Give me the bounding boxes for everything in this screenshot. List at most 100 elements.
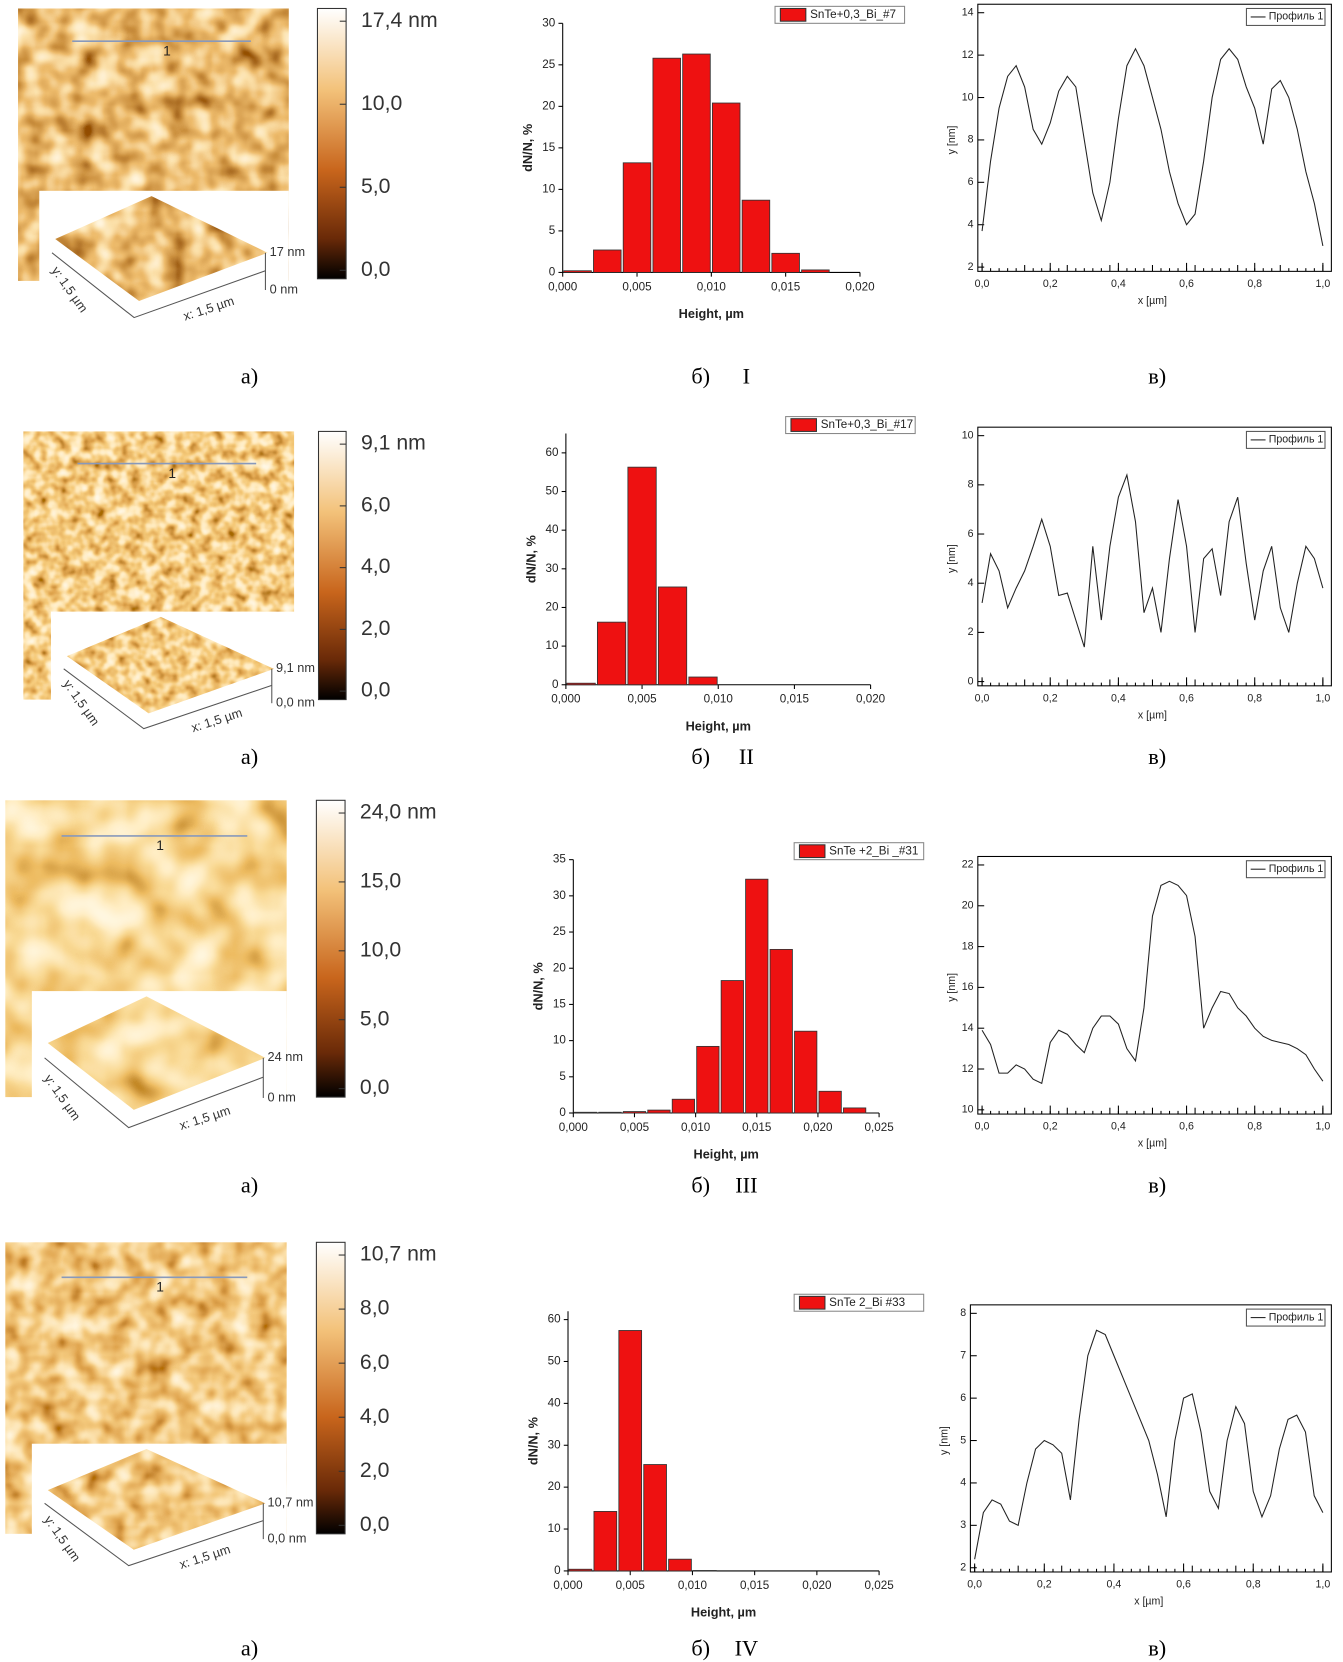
y-axis-label: dN/N, % [520,124,535,172]
height-min: 0,0 nm [268,1530,307,1545]
x-axis-label: Height, µm [694,1147,759,1162]
y-tick-label: 8 [960,1307,966,1319]
y-tick-label: 4 [968,577,974,589]
y-tick-label: 20 [548,1480,561,1493]
y-axis-label: y [nm] [946,125,958,154]
plot-frame [978,856,1332,1114]
y-tick-label: 6 [968,528,974,540]
x-tick-label: 0,2 [1043,278,1058,290]
y-tick-label: 50 [545,485,558,498]
bar [746,879,768,1113]
x-tick-label: 0,005 [622,280,651,293]
profile-curve [982,881,1323,1083]
x-tick-label: 0,8 [1247,692,1262,704]
colorbar [316,1242,345,1534]
y-tick-label: 10 [542,182,555,195]
x-tick-label: 1,0 [1316,1579,1331,1591]
y-tick-label: 0 [552,678,559,691]
x-tick-label: 0,000 [548,280,578,293]
y-tick-label: 20 [545,601,558,614]
height-max: 24 nm [268,1049,303,1064]
profile-line-label: 1 [163,43,171,58]
caption-a: а) [241,364,258,389]
colorbar-label: 24,0 nm [360,801,437,824]
bar [648,1110,670,1113]
bar [712,103,740,272]
legend-swatch [791,419,816,432]
caption-c: в) [1148,1172,1166,1197]
bar [819,1091,841,1113]
x-axis-label: Height, µm [686,719,751,734]
y-tick-label: 10 [962,1104,974,1116]
bar [644,1465,667,1571]
colorbar-label: 10,7 nm [360,1243,437,1266]
legend-swatch [799,845,824,858]
y-axis-label: y [nm] [946,544,958,573]
caption-b: б) [691,364,710,389]
bar [623,1112,645,1113]
legend-label: Профиль 1 [1269,434,1324,446]
x-tick-label: 0,4 [1111,1121,1126,1133]
y-tick-label: 0 [554,1564,561,1577]
legend-label: Профиль 1 [1269,863,1324,875]
colorbar-label: 6,0 [361,494,391,517]
bar [669,1559,692,1571]
profile-line-label: 1 [168,466,176,481]
y-tick-label: 30 [548,1438,561,1451]
x-tick-label: 1,0 [1316,278,1331,290]
y-tick-label: 0 [559,1106,566,1119]
bar [683,54,711,272]
colorbar-label: 8,0 [360,1297,390,1320]
legend-label: Профиль 1 [1269,11,1324,23]
y-tick-label: 10 [553,1034,566,1047]
height-max: 17 nm [270,244,305,259]
y-tick-label: 60 [545,446,558,459]
bar [772,253,800,272]
y-axis-label: dN/N, % [531,962,546,1010]
colorbar-label: 2,0 [361,617,391,640]
x-tick-label: 0,8 [1246,1579,1261,1591]
y-tick-label: 5 [960,1434,966,1446]
bar [672,1099,694,1113]
colorbar-label: 5,0 [361,175,391,198]
y-tick-label: 25 [553,925,566,938]
y-tick-label: 10 [962,91,974,103]
colorbar-label: 0,0 [361,258,391,281]
y-tick-label: 5 [559,1070,565,1083]
x-axis-label: Height, µm [679,306,744,321]
x-tick-label: 0,4 [1107,1579,1122,1591]
x-tick-label: 0,020 [856,693,886,706]
height-min: 0,0 nm [276,695,315,710]
legend-label: SnTe+0,3_Bi_#7 [810,8,896,21]
y-tick-label: 0 [549,266,556,279]
bar [742,200,770,272]
x-tick-label: 0,000 [553,1579,583,1592]
legend-swatch [780,8,805,21]
bar [623,163,651,273]
y-tick-label: 18 [962,940,974,952]
y-tick-label: 20 [542,99,555,112]
x-tick-label: 0,6 [1179,278,1194,290]
y-axis-label: dN/N, % [525,1417,540,1465]
profile-line-label: 1 [156,1280,164,1295]
y-tick-label: 3 [960,1519,966,1531]
colorbar-label: 2,0 [360,1459,390,1482]
y-tick-label: 0 [968,675,974,687]
colorbar [319,431,347,699]
x-tick-label: 0,005 [616,1579,645,1592]
y-tick-label: 15 [542,141,555,154]
bar [628,467,656,685]
colorbar-label: 6,0 [360,1351,390,1374]
height-max: 9,1 nm [276,660,315,675]
profile-curve [982,49,1323,246]
y-tick-label: 22 [962,859,974,871]
colorbar [316,800,345,1097]
x-tick-label: 0,015 [780,693,809,706]
x-tick-label: 0,015 [740,1579,769,1592]
x-tick-label: 0,000 [551,693,581,706]
y-tick-label: 2 [968,626,974,638]
colorbar-label: 5,0 [360,1007,390,1030]
x-tick-label: 0,025 [864,1579,893,1592]
height-min: 0 nm [270,281,298,296]
